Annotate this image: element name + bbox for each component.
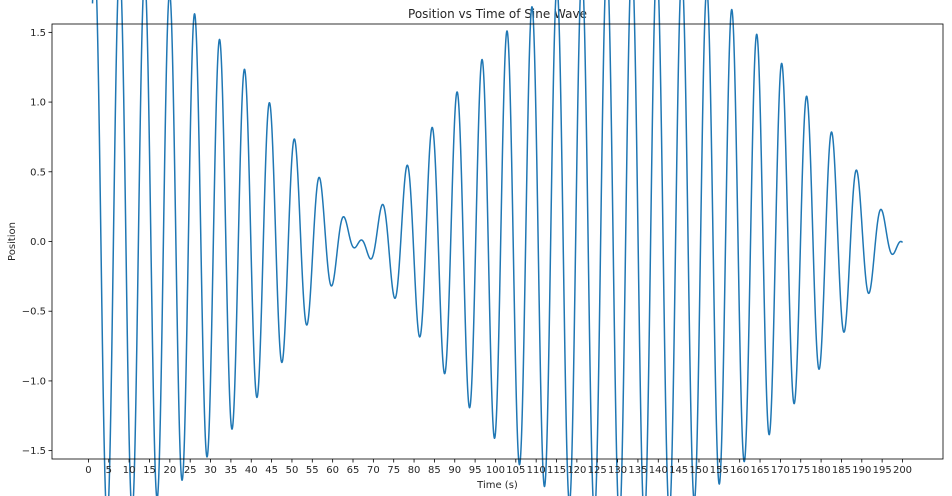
x-tick-label: 155 [710,465,729,476]
x-tick-label: 65 [347,465,360,476]
x-tick-label: 80 [408,465,421,476]
x-tick-label: 35 [225,465,238,476]
x-tick-label: 90 [448,465,461,476]
x-axis: 0 5 10 15 20 25 30 35 40 45 50 55 60 65 70 75 80 85 90 95 10… [85,459,912,476]
sine-series-line [91,0,904,496]
x-tick-label: 110 [527,465,546,476]
x-tick-label: 200 [893,465,912,476]
y-tick-label: −1.0 [22,376,46,387]
x-tick-label: 145 [669,465,688,476]
x-axis-label: Time (s) [476,480,518,491]
x-tick-label: 100 [486,465,505,476]
x-tick-label: 165 [750,465,769,476]
x-tick-label: 0 [85,465,91,476]
x-tick-label: 180 [812,465,831,476]
y-tick-label: 0.0 [30,237,46,248]
x-tick-label: 20 [163,465,176,476]
x-tick-label: 55 [306,465,319,476]
x-tick-label: 95 [469,465,482,476]
x-tick-label: 25 [184,465,197,476]
y-tick-label: −0.5 [22,307,46,318]
x-tick-label: 115 [547,465,566,476]
y-tick-label: 0.5 [30,167,46,178]
x-tick-label: 195 [873,465,892,476]
x-tick-label: 130 [608,465,627,476]
x-tick-label: 125 [588,465,607,476]
x-tick-label: 135 [628,465,647,476]
x-tick-label: 185 [832,465,851,476]
x-tick-label: 190 [852,465,871,476]
y-tick-label: 1.5 [30,28,46,39]
y-axis: −1.5 −1.0 −0.5 0.0 0.5 1.0 1.5 [22,28,52,457]
x-tick-label: 15 [143,465,156,476]
x-tick-label: 175 [791,465,810,476]
x-tick-label: 10 [123,465,136,476]
y-tick-label: 1.0 [30,98,46,109]
x-tick-label: 140 [649,465,668,476]
x-tick-label: 5 [106,465,112,476]
x-tick-label: 120 [567,465,586,476]
chart-title: Position vs Time of Sine Wave [408,7,587,21]
x-tick-label: 85 [428,465,441,476]
y-tick-label: −1.5 [22,446,46,457]
x-tick-label: 70 [367,465,380,476]
x-tick-label: 75 [387,465,400,476]
x-tick-label: 60 [326,465,339,476]
x-tick-label: 170 [771,465,790,476]
x-tick-label: 150 [689,465,708,476]
x-tick-label: 50 [286,465,299,476]
x-tick-label: 40 [245,465,258,476]
x-tick-label: 160 [730,465,749,476]
x-tick-label: 105 [506,465,525,476]
x-tick-label: 45 [265,465,278,476]
y-axis-label: Position [7,222,18,261]
x-tick-label: 30 [204,465,217,476]
